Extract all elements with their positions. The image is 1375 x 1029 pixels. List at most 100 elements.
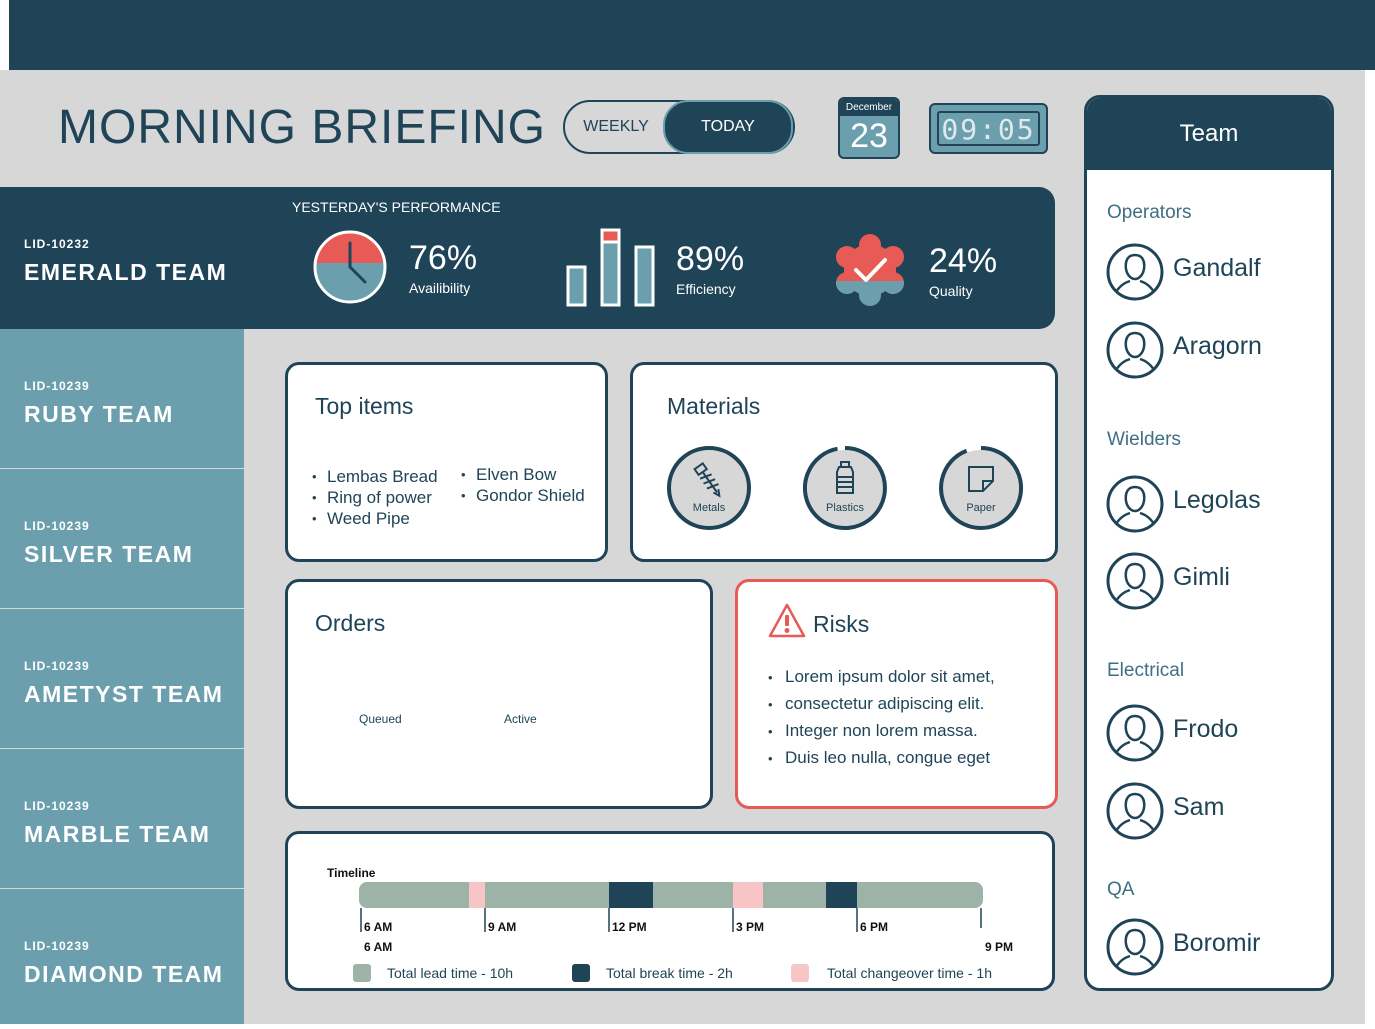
warning-icon [768,603,806,638]
member-name: Aragorn [1173,332,1262,360]
team-item-silver[interactable]: LID-10239 SILVER TEAM [0,469,244,609]
screw-icon [667,446,751,530]
team-item-marble[interactable]: LID-10239 MARBLE TEAM [0,749,244,889]
member-name: Gandalf [1173,254,1261,282]
group-operators: Operators [1107,202,1192,223]
member-legolas[interactable]: Legolas [1105,474,1261,534]
material-label: Plastics [826,502,864,514]
material-label: Metals [692,502,726,514]
team-item-diamond[interactable]: LID-10239 DIAMOND TEAM [0,889,244,1029]
bar-chart-icon [566,228,655,307]
orders-active-label: Active [504,712,537,726]
left-gutter [0,0,9,70]
quality-metric: 24% Quality [929,242,997,299]
team-panel-title: Team [1087,98,1331,170]
timeline-tick: 3 PM [736,920,765,934]
materials-title: Materials [667,393,761,419]
risks-card: Risks Lorem ipsum dolor sit amet, consec… [735,579,1058,809]
group-electrical: Electrical [1107,660,1185,681]
member-name: Legolas [1173,486,1261,514]
list-item: Ring of power [312,487,438,508]
calendar-month: December [840,99,898,116]
group-wielders: Wielders [1107,429,1181,450]
bottle-icon [802,446,887,530]
team-lid: LID-10239 [24,659,90,673]
team-name: DIAMOND TEAM [24,961,224,987]
period-toggle[interactable]: WEEKLY TODAY [563,100,795,154]
calendar-day: 23 [850,117,888,155]
today-toggle-option[interactable]: TODAY [663,100,793,154]
top-items-list-right: Elven Bow Gondor Shield [461,464,585,506]
avatar-icon [1106,704,1164,762]
calendar-date: December 23 [838,97,900,159]
efficiency-value: 89% [676,240,745,278]
timeline-tick: 6 PM [860,920,889,934]
member-boromir[interactable]: Boromir [1105,917,1261,977]
list-item: Gondor Shield [461,485,585,506]
timeline-title: Timeline [327,866,376,880]
availability-metric: 76% Availibility [409,239,477,296]
team-name: MARBLE TEAM [24,821,211,847]
availability-label: Availibility [409,280,471,296]
member-name: Boromir [1173,929,1261,957]
member-gandalf[interactable]: Gandalf [1105,242,1261,302]
team-name: AMETYST TEAM [24,681,224,707]
team-list: LID-10239 RUBY TEAM LID-10239 SILVER TEA… [0,329,244,1024]
team-panel: Team Operators Gandalf Aragorn Wielders … [1084,95,1334,991]
efficiency-label: Efficiency [676,281,736,297]
member-gimli[interactable]: Gimli [1105,551,1230,611]
timeline-tick: 12 PM [612,920,647,934]
team-item-ruby[interactable]: LID-10239 RUBY TEAM [0,329,244,469]
orders-title: Orders [315,610,386,636]
risks-list: Lorem ipsum dolor sit amet, consectetur … [768,664,995,772]
team-name: SILVER TEAM [24,541,194,567]
timeline-end-label: 9 PM [985,940,1014,954]
avatar-icon [1106,475,1164,533]
list-item: Duis leo nulla, congue eget [768,745,995,772]
page-title: MORNING BRIEFING [58,101,547,154]
performance-title: YESTERDAY'S PERFORMANCE [292,199,501,215]
team-lid: LID-10239 [24,519,90,533]
team-lid: LID-10239 [24,379,90,393]
list-item: Integer non lorem massa. [768,718,995,745]
member-name: Gimli [1173,563,1230,591]
quality-value: 24% [929,242,998,280]
team-name: RUBY TEAM [24,401,174,427]
list-item: Lembas Bread [312,466,438,487]
digital-clock: 09:05 [929,103,1048,154]
material-metals[interactable]: Metals [666,445,752,531]
member-aragorn[interactable]: Aragorn [1105,320,1262,380]
member-frodo[interactable]: Frodo [1105,703,1238,763]
material-label: Paper [966,502,996,514]
legend-lead-time: Total lead time - 10h [387,965,514,981]
team-item-ametyst[interactable]: LID-10239 AMETYST TEAM [0,609,244,749]
timeline-bar [359,882,983,932]
top-items-list-left: Lembas Bread Ring of power Weed Pipe [312,466,438,529]
legend-swatch-break [572,964,590,982]
team-lid: LID-10239 [24,939,90,953]
clock-icon [313,230,387,304]
legend-changeover-time: Total changeover time - 1h [827,965,992,981]
member-name: Frodo [1173,715,1239,743]
team-lid: LID-10232 [24,237,90,251]
avatar-icon [1106,782,1164,840]
orders-card: Orders Queued Active [285,579,713,809]
member-name: Sam [1173,793,1225,821]
material-plastics[interactable]: Plastics [802,445,888,531]
paper-icon [939,446,1024,530]
material-paper[interactable]: Paper [938,445,1024,531]
team-name: EMERALD TEAM [24,259,228,285]
avatar-icon [1106,918,1164,976]
member-sam[interactable]: Sam [1105,781,1224,841]
legend-break-time: Total break time - 2h [606,965,733,981]
top-bar [9,0,1375,70]
timeline-tick: 9 AM [488,920,517,934]
weekly-toggle-option[interactable]: WEEKLY [583,118,649,135]
avatar-icon [1106,243,1164,301]
active-team[interactable]: LID-10232 EMERALD TEAM [24,237,227,286]
legend-swatch-lead [353,964,371,982]
quality-label: Quality [929,283,973,299]
timeline-start-label: 6 AM [364,940,393,954]
risks-title: Risks [813,611,870,637]
quality-badge-icon [836,234,904,306]
